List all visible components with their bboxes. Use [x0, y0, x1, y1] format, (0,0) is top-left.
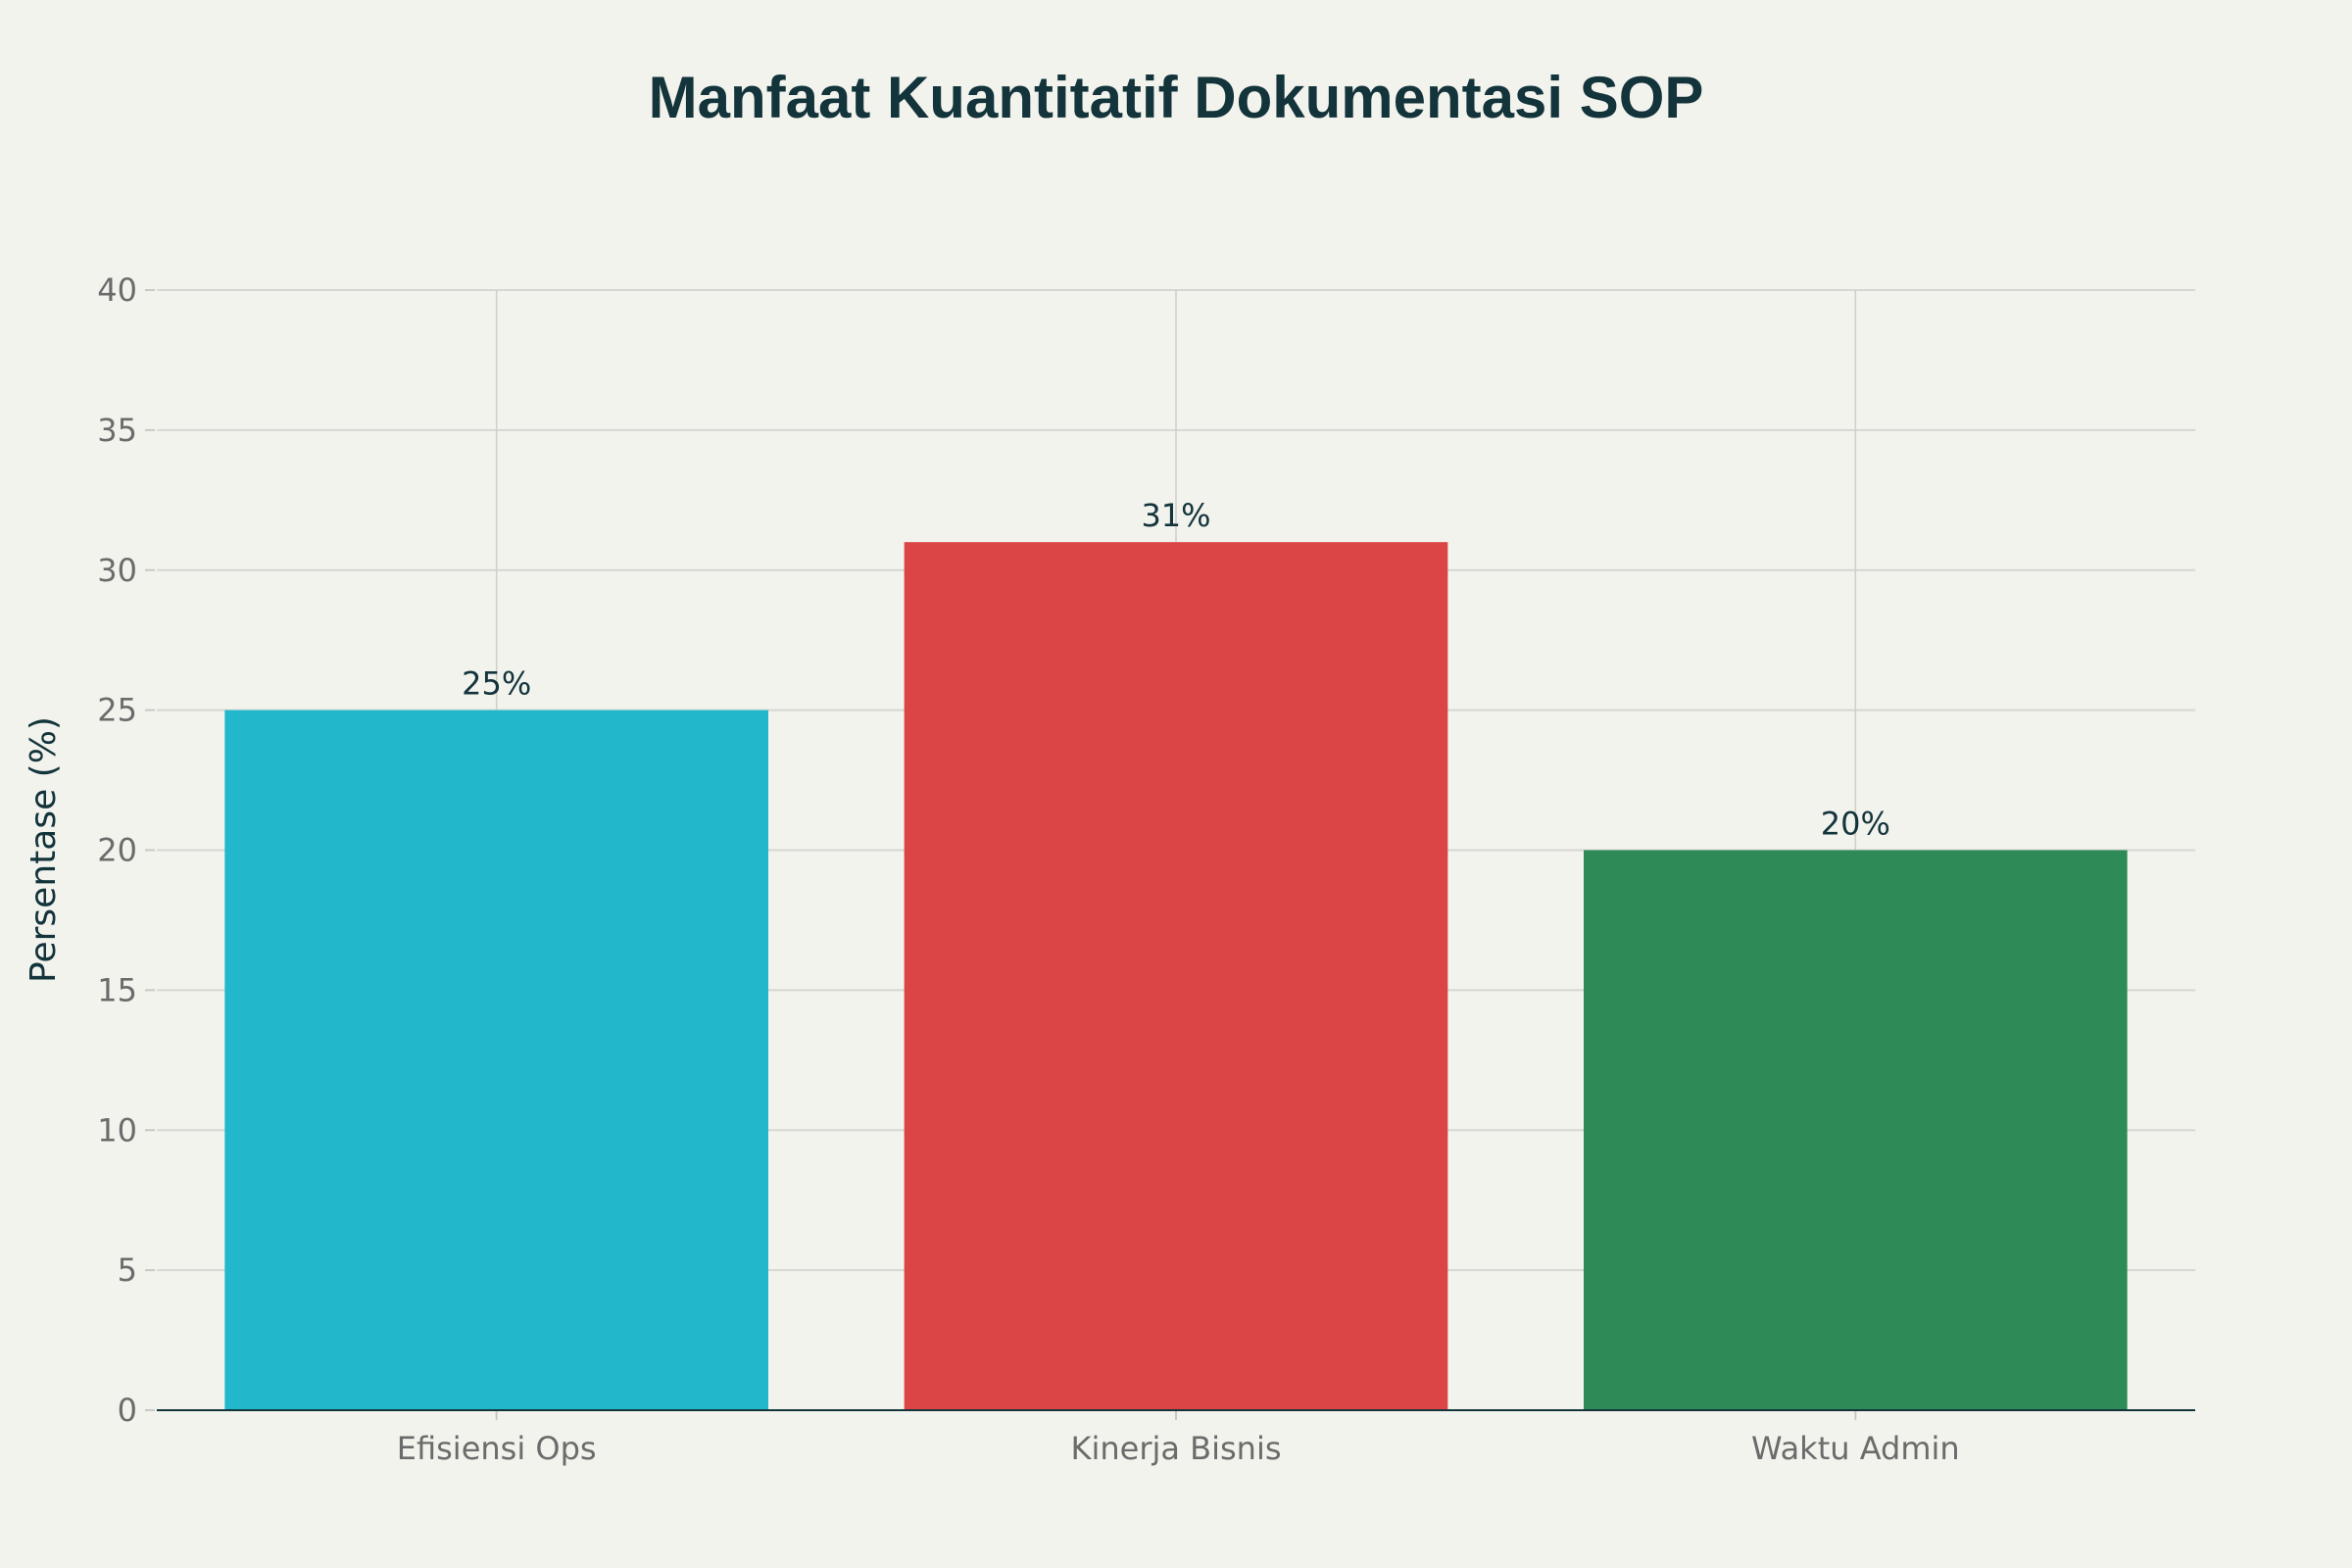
y-tick-label: 0 [118, 1392, 137, 1429]
y-tick-label: 20 [97, 832, 137, 869]
bar-data-label: 20% [1821, 806, 1890, 843]
bar-data-label: 25% [462, 665, 531, 703]
x-tick-label: Kinerja Bisnis [1070, 1430, 1281, 1467]
y-tick-label: 15 [97, 971, 137, 1008]
y-tick-label: 30 [97, 552, 137, 589]
bar [224, 710, 769, 1410]
chart-title: Manfaat Kuantitatif Dokumentasi SOP [649, 65, 1704, 130]
bars-layer [224, 542, 2128, 1410]
y-tick-label: 10 [97, 1111, 137, 1149]
y-tick-label: 25 [97, 692, 137, 729]
x-tick-label: Waktu Admin [1751, 1430, 1960, 1467]
y-tick-label: 5 [118, 1251, 137, 1289]
labels-layer: 25% 31% 20% [462, 497, 1890, 842]
axes-layer: 0 5 10 15 20 25 30 35 40 Efisiensi Ops Kinerja Bis… [97, 271, 2195, 1467]
bar [904, 542, 1448, 1410]
bar-data-label: 31% [1141, 497, 1210, 534]
y-tick-label: 40 [97, 271, 137, 309]
x-tick-label: Efisiensi Ops [397, 1430, 597, 1467]
bar [1584, 850, 2128, 1410]
y-tick-label: 35 [97, 412, 137, 449]
y-axis-title: Persentase (%) [24, 716, 64, 983]
